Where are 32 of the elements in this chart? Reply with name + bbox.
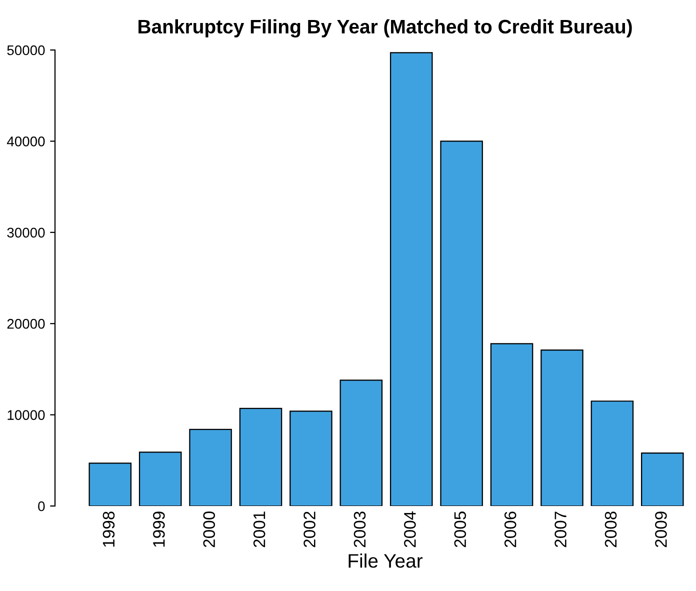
- x-tick-label: 2008: [604, 512, 617, 548]
- y-tick-label: 10000: [8, 410, 45, 420]
- x-tick-label: 2003: [354, 512, 366, 548]
- bar: [390, 52, 433, 506]
- x-tick-label: 2001: [253, 512, 266, 548]
- y-tick-label: 20000: [7, 318, 45, 329]
- x-tick-label: 2004: [404, 511, 416, 548]
- bar: [590, 400, 634, 506]
- bar: [340, 380, 383, 506]
- y-tick-label: 40000: [6, 136, 45, 146]
- y-tick-label: 50000: [7, 45, 45, 56]
- x-tick-label: 2009: [655, 512, 667, 548]
- bar: [540, 349, 584, 506]
- bar: [290, 410, 332, 506]
- bar: [189, 428, 232, 506]
- y-tick-label: 0: [38, 501, 45, 512]
- x-tick-label: 2007: [554, 512, 566, 548]
- x-tick-label: 2006: [504, 512, 516, 548]
- chart-title: Bankruptcy Filing By Year (Matched to Credit Bureau): [138, 19, 632, 38]
- x-tick-label: 1998: [102, 512, 115, 547]
- bar: [440, 140, 483, 506]
- bar: [640, 452, 684, 506]
- x-tick-label: 2000: [203, 512, 216, 548]
- bar: [138, 452, 182, 506]
- x-axis-title: File Year: [348, 553, 423, 568]
- bar: [239, 408, 282, 506]
- bar: [490, 343, 534, 506]
- x-tick-label: 2005: [454, 512, 466, 548]
- y-tick-label: 30000: [7, 228, 45, 238]
- x-tick-label: 2002: [304, 512, 316, 548]
- bar: [88, 462, 132, 506]
- x-tick-label: 1999: [153, 512, 165, 547]
